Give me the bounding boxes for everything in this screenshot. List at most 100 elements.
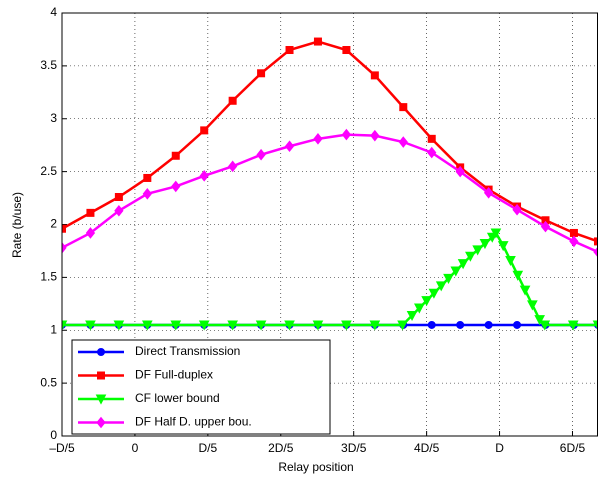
marker <box>113 320 125 331</box>
marker <box>255 320 267 331</box>
marker <box>284 140 295 153</box>
marker <box>341 320 352 331</box>
marker <box>539 320 551 331</box>
marker <box>227 320 238 331</box>
marker <box>457 259 469 270</box>
series-line <box>62 40 598 243</box>
y-tick-label: 0.5 <box>40 375 57 389</box>
y-tick-label: 2 <box>50 217 57 231</box>
series-line <box>62 133 598 254</box>
y-tick-label: 1 <box>50 322 57 336</box>
marker <box>284 320 295 331</box>
marker <box>428 288 440 299</box>
marker <box>490 228 502 239</box>
marker <box>472 245 484 256</box>
marker <box>312 320 324 331</box>
marker <box>483 186 494 199</box>
legend-box <box>71 339 331 435</box>
marker <box>199 170 209 182</box>
marker <box>456 320 465 329</box>
x-tick-label: D <box>495 441 504 455</box>
marker <box>369 320 381 331</box>
marker <box>443 273 454 285</box>
marker <box>370 129 380 142</box>
legend-label: Direct Transmission <box>135 344 240 358</box>
marker <box>512 203 522 216</box>
marker <box>62 320 68 331</box>
x-tick-label: –D/5 <box>49 441 75 455</box>
marker <box>455 165 465 178</box>
marker <box>256 148 266 161</box>
marker <box>484 320 493 329</box>
marker <box>198 320 210 331</box>
marker <box>96 416 106 429</box>
marker <box>567 320 579 331</box>
marker <box>427 146 437 159</box>
y-tick-label: 0 <box>50 428 57 442</box>
marker <box>399 103 408 112</box>
legend-label: DF Full-duplex <box>135 368 213 382</box>
x-tick-label: D/5 <box>199 441 218 455</box>
marker <box>513 320 522 329</box>
marker <box>171 180 181 193</box>
marker <box>497 241 509 252</box>
marker <box>85 320 96 331</box>
marker <box>200 126 209 135</box>
x-tick-label: 6D/5 <box>560 441 586 455</box>
marker <box>171 151 180 160</box>
marker <box>594 237 598 246</box>
marker <box>86 208 95 217</box>
marker <box>479 239 491 250</box>
plot-area <box>62 37 598 331</box>
x-axis-label: Relay position <box>278 460 353 474</box>
marker <box>114 204 124 217</box>
marker <box>370 71 379 80</box>
marker <box>228 160 238 173</box>
marker <box>406 310 418 322</box>
marker <box>141 320 153 331</box>
marker <box>397 320 408 331</box>
legend-label: DF Half D. upper bou. <box>135 415 252 429</box>
legend-label: CF lower bound <box>135 391 220 405</box>
y-tick-label: 3.5 <box>40 58 57 72</box>
marker <box>97 348 105 356</box>
y-tick-label: 4 <box>50 5 57 19</box>
marker <box>435 281 447 292</box>
marker <box>170 320 182 331</box>
marker <box>257 69 266 78</box>
x-tick-label: 0 <box>132 441 139 455</box>
marker <box>143 173 152 182</box>
marker <box>62 224 66 233</box>
x-tick-label: 3D/5 <box>341 441 367 455</box>
marker <box>592 320 598 331</box>
marker <box>342 46 351 55</box>
marker <box>341 128 352 141</box>
marker <box>398 136 408 148</box>
marker <box>569 235 579 248</box>
y-axis-label: Rate (b/use) <box>10 192 24 258</box>
marker <box>534 315 545 326</box>
y-tick-label: 3 <box>50 111 57 125</box>
marker <box>62 241 67 254</box>
marker <box>85 227 96 239</box>
marker <box>414 303 425 314</box>
y-tick-label: 2.5 <box>40 164 57 178</box>
marker <box>142 188 152 200</box>
marker <box>512 270 524 281</box>
marker <box>540 220 551 233</box>
marker <box>97 371 105 380</box>
marker <box>95 394 107 405</box>
y-tick-label: 1.5 <box>40 270 57 284</box>
marker <box>519 285 531 296</box>
marker <box>450 266 462 277</box>
marker <box>465 251 476 262</box>
marker <box>228 96 237 105</box>
x-tick-label: 2D/5 <box>268 441 294 455</box>
marker <box>569 228 578 237</box>
marker <box>313 133 323 145</box>
marker <box>427 320 436 329</box>
marker <box>313 37 322 46</box>
marker <box>285 46 294 55</box>
marker <box>505 255 516 267</box>
